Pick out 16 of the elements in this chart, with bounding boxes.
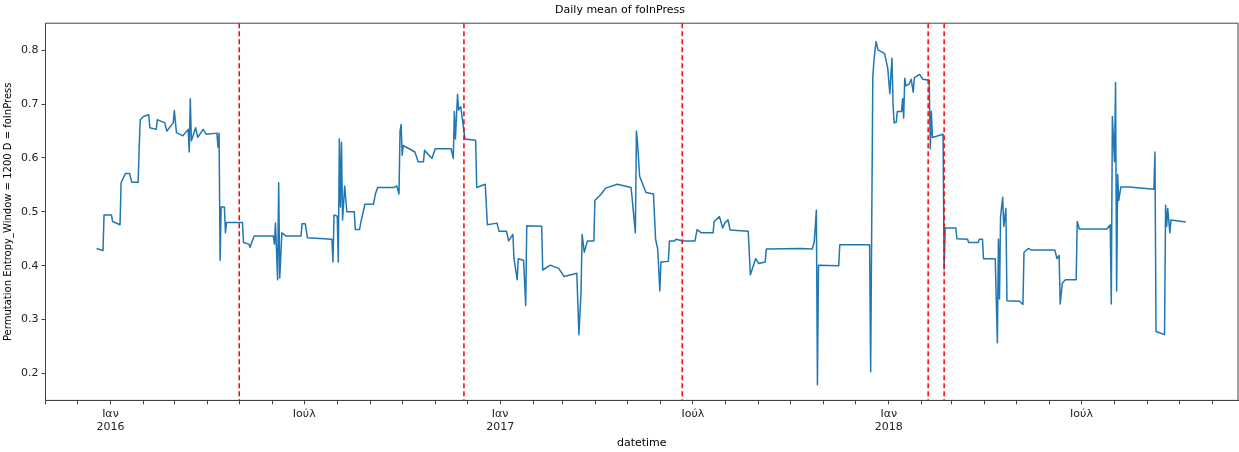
y-tick-label: 0.4 <box>20 258 39 272</box>
x-tick-label: Ιαν 2018 <box>874 406 903 434</box>
x-tick-label: Ιούλ <box>681 406 705 420</box>
x-tick-label: Ιούλ <box>1070 406 1094 420</box>
y-tick-label: 0.8 <box>20 43 39 56</box>
x-tick-label: Ιούλ <box>292 406 317 420</box>
chart-title: Daily mean of foInPress <box>555 3 686 17</box>
y-tick-label: 0.7 <box>20 96 39 110</box>
x-axis-title: datetime <box>616 436 667 450</box>
y-tick-label: 0.5 <box>20 204 39 218</box>
x-tick-label: Ιαν 2016 <box>96 406 125 434</box>
y-tick-label: 0.2 <box>20 366 39 380</box>
y-tick-label: 0.6 <box>20 150 39 164</box>
x-tick-label: Ιαν 2017 <box>486 406 515 434</box>
y-axis-title: Permutation Entropy_Window = 1200 D = foInPress <box>1 82 14 342</box>
y-tick-label: 0.3 <box>20 312 39 326</box>
